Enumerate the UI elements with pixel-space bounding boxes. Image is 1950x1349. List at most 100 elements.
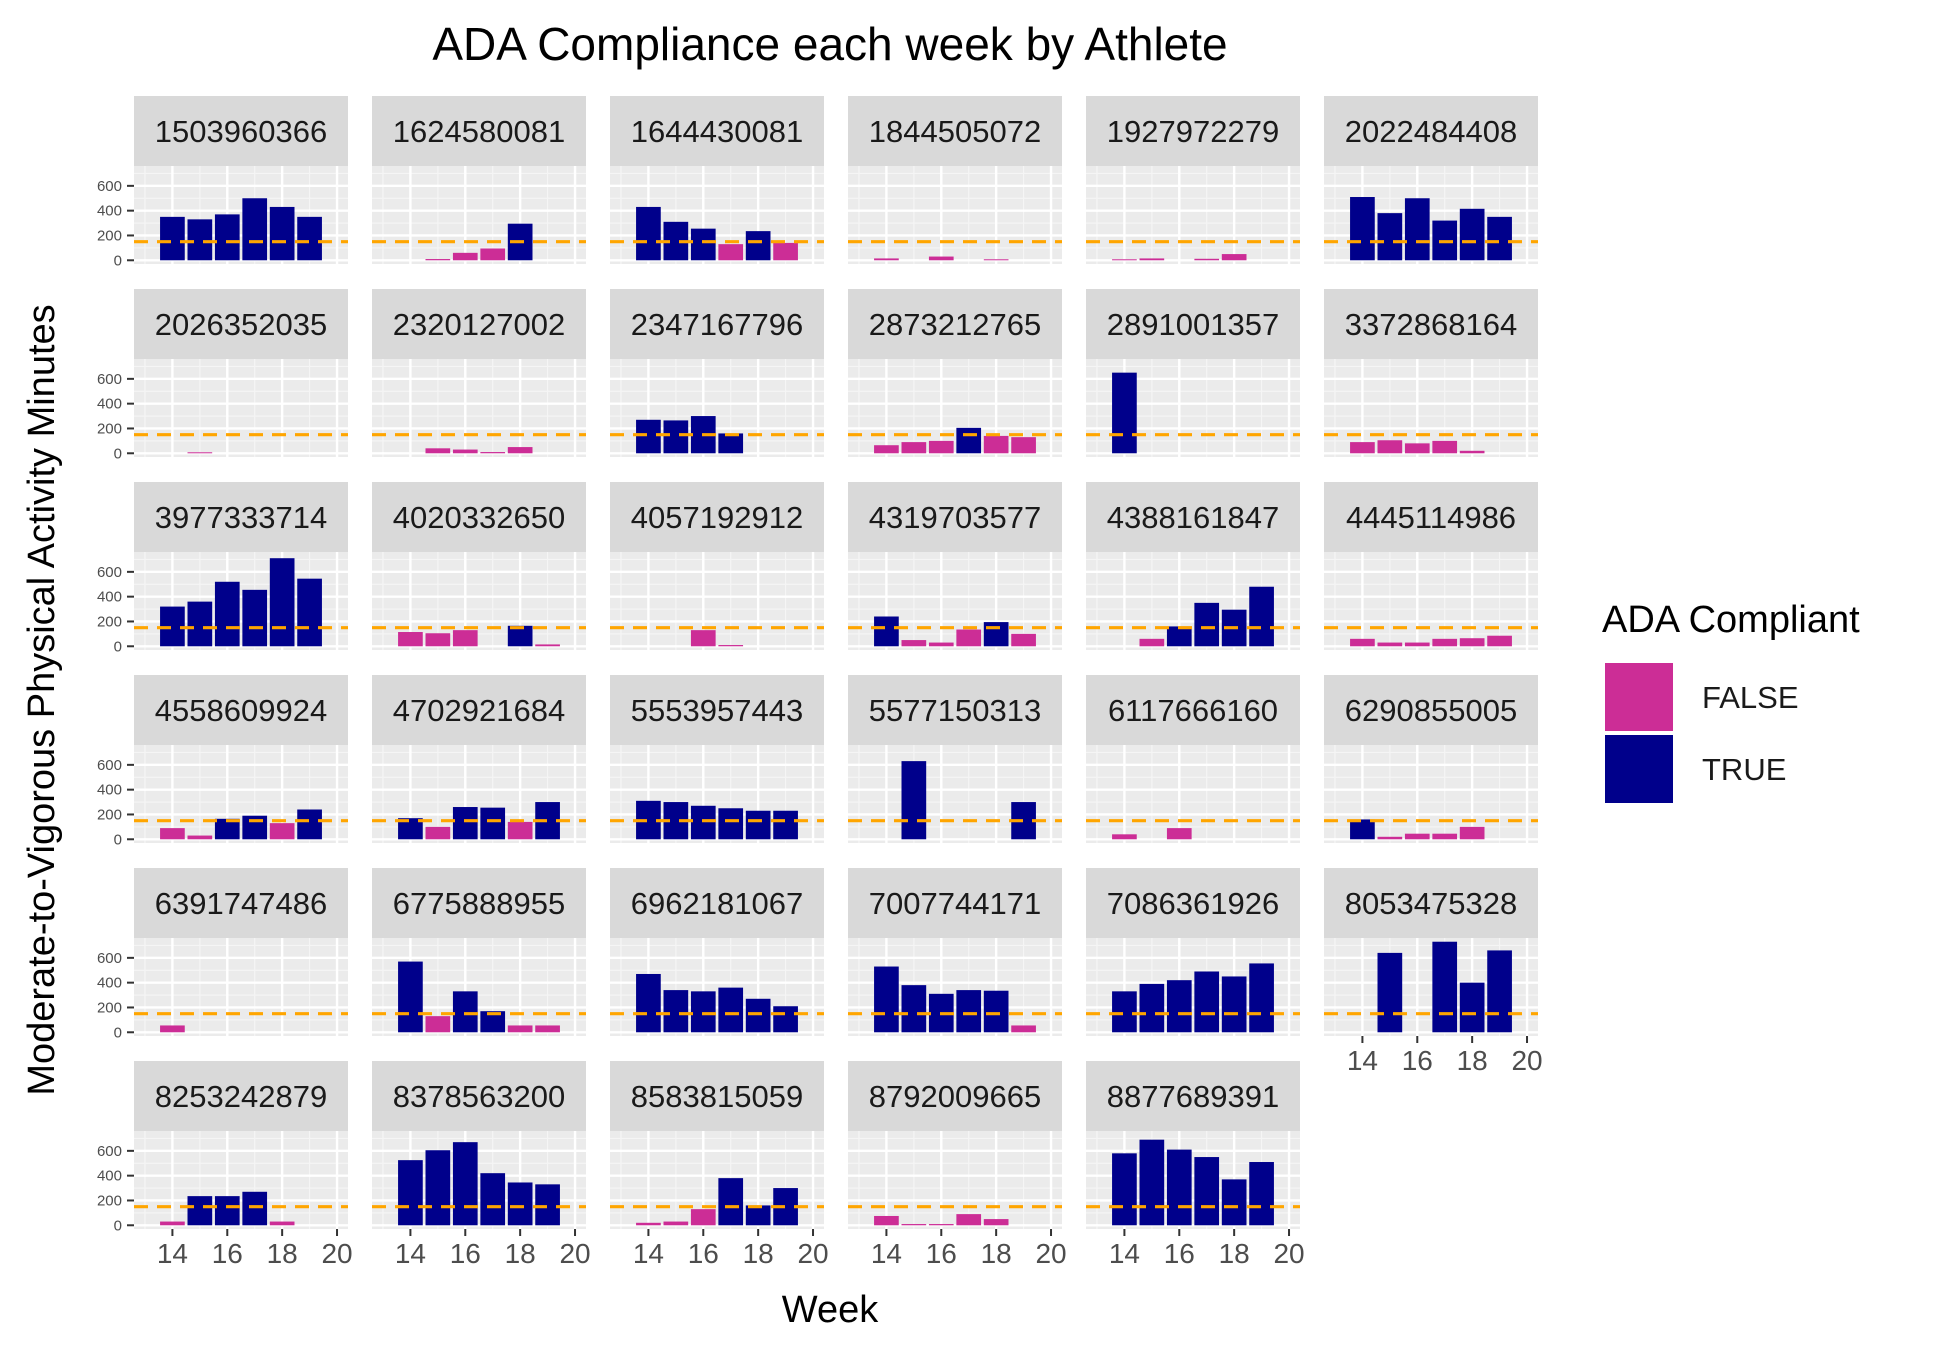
x-tick-label: 16 [1402,1045,1433,1076]
bar [507,447,533,454]
x-tick-label: 16 [450,1238,481,1269]
facet-panel: 8053475328 14 16 18 20 [1324,868,1543,1076]
bar [1459,982,1485,1033]
facet-strip [1086,289,1300,359]
facet-strip-label: 8253242879 [155,1079,327,1114]
x-tick-label: 14 [1109,1238,1140,1269]
facet-panel: 4057192912 [610,482,824,650]
y-tick-label: 400 [97,782,122,799]
facet-panel: 6117666160 [1086,675,1300,843]
y-tick-label: 600 [97,371,122,388]
panel-background [134,1131,348,1229]
facet-strip-label: 4388161847 [1107,500,1279,535]
facet-strip [1086,96,1300,166]
bar [983,1219,1009,1226]
facet-strip-label: 8378563200 [393,1079,565,1114]
panel-background [610,552,824,650]
bar [1112,1153,1137,1226]
bar [269,823,295,840]
bar [690,805,716,840]
legend-entries: FALSE TRUE [1603,661,1799,805]
bar [1459,450,1485,454]
facet-strip-label: 1624580081 [393,114,565,149]
bar [452,449,478,454]
facet-strip [610,675,824,745]
y-tick-label: 0 [114,1024,122,1041]
panel-background [372,359,586,457]
bar [425,633,451,647]
y-tick-label: 600 [97,950,122,967]
facet-panel: 2026352035 0 200 400 600 [97,289,348,462]
facet-panel: 1503960366 0 200 400 600 [97,96,348,269]
bar [425,259,451,261]
bar [1221,976,1247,1033]
facet-panel: 6391747486 0 200 400 600 [97,868,348,1041]
facet-strip-label: 7007744171 [869,886,1041,921]
x-tick-label: 20 [1511,1045,1542,1076]
bar [398,818,423,840]
bar [480,452,506,454]
y-tick-label: 200 [97,613,122,630]
facet-strip-label: 2022484408 [1345,114,1517,149]
facet-strip-label: 4445114986 [1346,500,1516,535]
facet-strip-label: 1927972279 [1107,114,1279,149]
bar [1194,971,1220,1033]
x-tick-label: 18 [743,1238,774,1269]
bar [1350,819,1375,840]
bar [983,622,1009,647]
facet-strip-label: 3372868164 [1345,307,1517,342]
facet-panel: 2347167796 [610,289,824,457]
facet-strip [610,482,824,552]
y-tick-label: 600 [97,757,122,774]
bar [1350,442,1375,454]
bar [452,991,478,1033]
facet-strip-label: 8877689391 [1107,1079,1279,1114]
y-tick-label: 0 [114,252,122,269]
facet-strip [1086,868,1300,938]
facet-strip [1324,482,1538,552]
bar [1404,198,1430,261]
bar [297,809,322,840]
facet-strip-label: 2320127002 [393,307,565,342]
facet-panel: 4319703577 [848,482,1062,650]
facet-strip [134,1061,348,1131]
facet-panel: 7007744171 [848,868,1062,1036]
y-tick-label: 600 [97,564,122,581]
bar [1166,828,1192,840]
bar [901,640,927,647]
bar [480,1011,506,1033]
x-tick-label: 14 [395,1238,426,1269]
facet-panel: 8378563200 14 16 18 20 [372,1061,591,1269]
bar [535,1025,560,1033]
bar [983,990,1009,1033]
bar [956,1214,982,1226]
bar [901,442,927,454]
x-tick-label: 16 [926,1238,957,1269]
bar [1221,254,1247,261]
y-tick-label: 400 [97,975,122,992]
bar [663,1221,689,1226]
bar [425,448,451,454]
bar [1139,1139,1165,1226]
facet-strip [1086,482,1300,552]
bar [1432,638,1458,647]
facet-panel: 4558609924 0 200 400 600 [97,675,348,848]
bar [480,807,506,840]
bar [425,826,451,840]
x-tick-label: 18 [505,1238,536,1269]
bar [773,242,798,261]
x-tick-label: 20 [1273,1238,1304,1269]
facet-panel: 1844505072 [848,96,1062,264]
facet-strip [1324,289,1538,359]
y-tick-label: 200 [97,420,122,437]
bar [874,966,899,1033]
bar [1487,635,1512,647]
facet-panel: 1624580081 [372,96,586,264]
facet-strip [372,289,586,359]
y-tick-label: 200 [97,1192,122,1209]
facet-strip [372,96,586,166]
y-tick-label: 200 [97,999,122,1016]
facet-strip [848,289,1062,359]
facet-panel: 3977333714 0 200 400 600 [97,482,348,655]
facet-strip-label: 2873212765 [869,307,1041,342]
